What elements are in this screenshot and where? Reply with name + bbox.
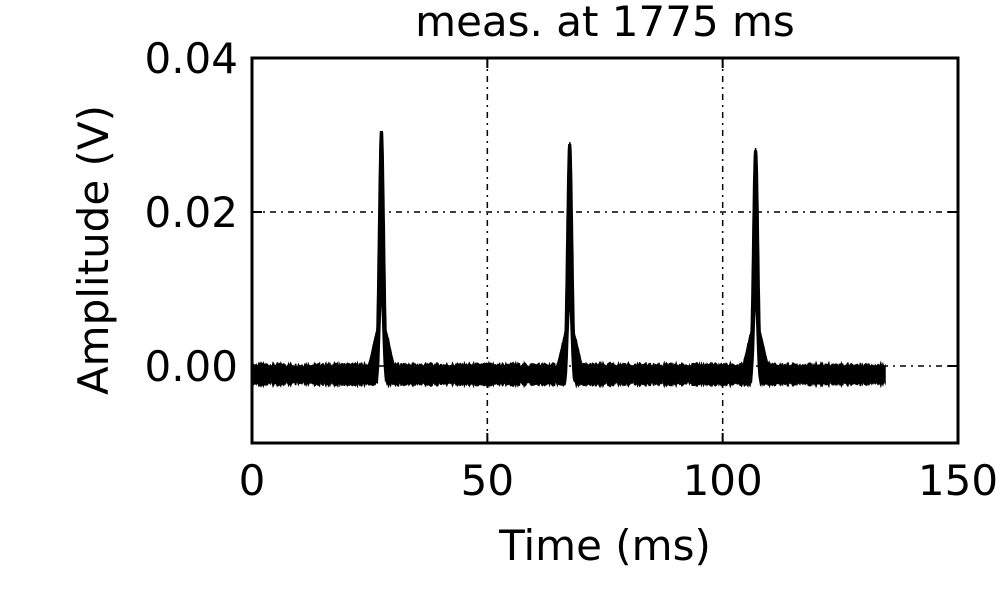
- y-tick-label: 0.02: [144, 188, 238, 237]
- y-tick-label: 0.04: [144, 34, 238, 83]
- chart-title: meas. at 1775 ms: [415, 0, 795, 46]
- x-tick-label: 0: [239, 456, 266, 505]
- pulse-peak-3: [735, 150, 776, 381]
- series-trace: [251, 130, 886, 389]
- pulse-peak-1: [361, 130, 402, 381]
- x-tick-label: 150: [918, 456, 998, 505]
- ticks: 0 50 100 150 0.00 0.02 0.04: [144, 34, 998, 505]
- x-tick-label: 100: [683, 456, 763, 505]
- x-axis-label: Time (ms): [498, 521, 711, 570]
- plot-frame: [250, 56, 960, 445]
- series-layer: [251, 130, 886, 389]
- y-axis-label: Amplitude (V): [69, 105, 118, 395]
- y-tick-label: 0.00: [144, 342, 238, 391]
- x-tick-label: 50: [461, 456, 514, 505]
- pulse-peak-2: [549, 144, 590, 381]
